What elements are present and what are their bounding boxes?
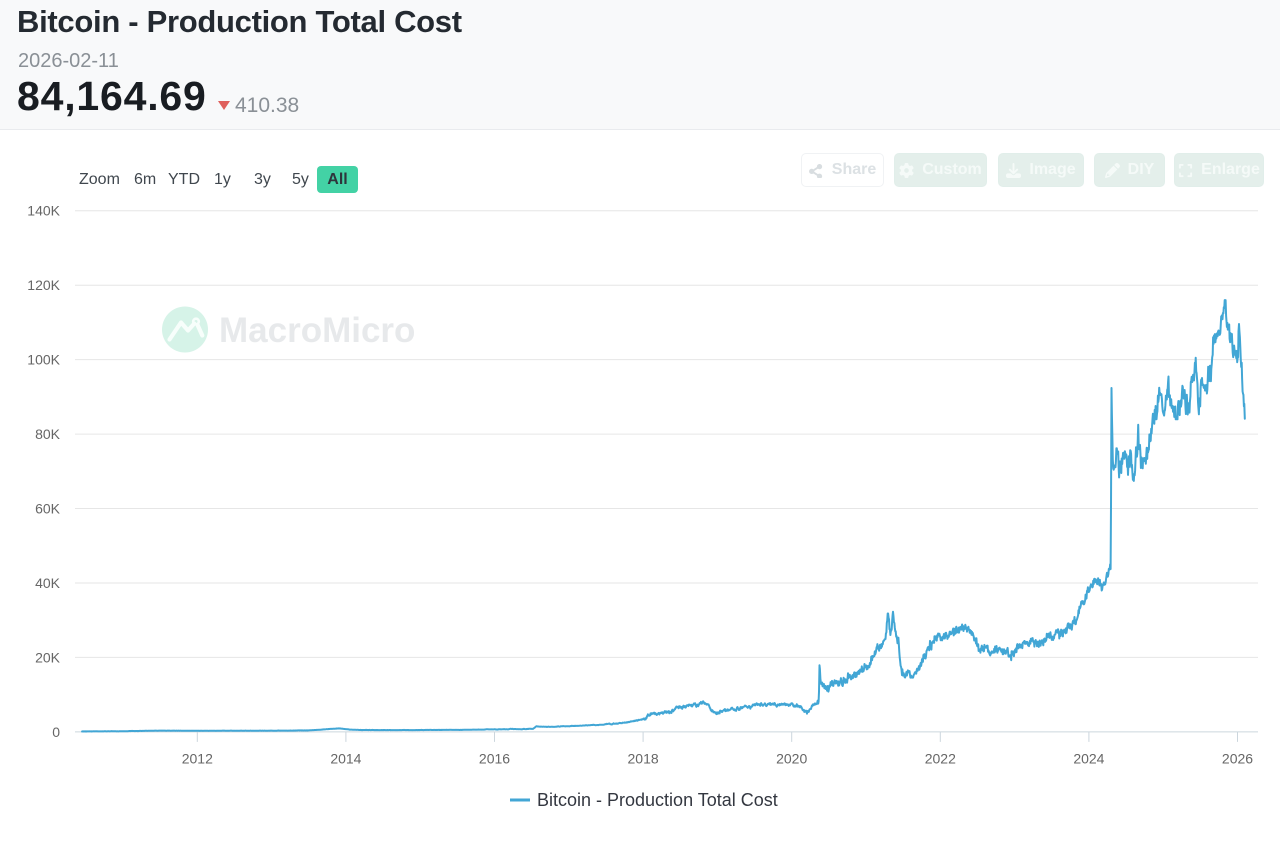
svg-text:2018: 2018 [628,751,659,767]
svg-text:Bitcoin - Production Total Cos: Bitcoin - Production Total Cost [537,790,778,810]
svg-text:0: 0 [52,724,60,740]
svg-text:40K: 40K [35,575,61,591]
svg-text:2024: 2024 [1073,751,1104,767]
svg-text:100K: 100K [27,352,60,368]
svg-text:80K: 80K [35,426,61,442]
svg-text:2022: 2022 [925,751,956,767]
svg-text:120K: 120K [27,277,60,293]
svg-text:140K: 140K [27,203,60,219]
svg-text:2016: 2016 [479,751,510,767]
svg-text:2026: 2026 [1222,751,1253,767]
svg-text:2014: 2014 [330,751,361,767]
svg-text:2012: 2012 [182,751,213,767]
svg-text:2020: 2020 [776,751,807,767]
svg-text:MacroMicro: MacroMicro [219,311,415,350]
svg-text:20K: 20K [35,649,61,665]
svg-text:60K: 60K [35,501,61,517]
